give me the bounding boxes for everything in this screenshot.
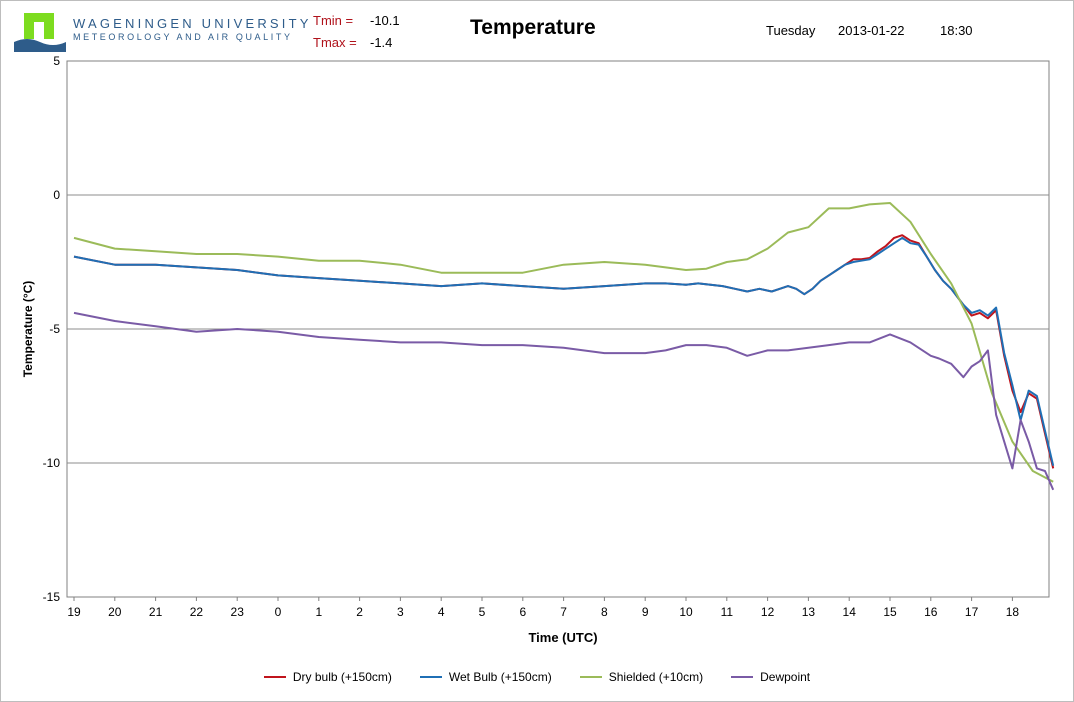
x-tick-label: 15 xyxy=(883,605,897,619)
x-tick-label: 9 xyxy=(642,605,649,619)
x-tick-label: 13 xyxy=(802,605,816,619)
tmax-value: -1.4 xyxy=(370,35,393,50)
x-tick-label: 14 xyxy=(843,605,857,619)
x-tick-label: 8 xyxy=(601,605,608,619)
x-tick-label: 17 xyxy=(965,605,979,619)
x-tick-label: 1 xyxy=(315,605,322,619)
weekday: Tuesday xyxy=(766,23,816,38)
legend-label: Wet Bulb (+150cm) xyxy=(448,670,552,684)
legend-label: Dewpoint xyxy=(760,670,811,684)
date: 2013-01-22 xyxy=(838,23,905,38)
x-axis-label: Time (UTC) xyxy=(528,630,597,645)
x-tick-label: 7 xyxy=(560,605,567,619)
x-tick-label: 4 xyxy=(438,605,445,619)
x-tick-label: 19 xyxy=(67,605,81,619)
legend-item-dry: Dry bulb (+150cm) xyxy=(263,670,392,684)
x-tick-label: 22 xyxy=(190,605,204,619)
x-tick-label: 11 xyxy=(721,605,734,619)
y-tick-label: -10 xyxy=(43,456,61,470)
series-line-wet xyxy=(73,236,1055,466)
legend-item-shielded: Shielded (+10cm) xyxy=(579,670,704,684)
x-tick-label: 21 xyxy=(149,605,163,619)
legend-swatch xyxy=(731,676,754,678)
x-tick-label: 3 xyxy=(397,605,404,619)
legend-label: Dry bulb (+150cm) xyxy=(292,670,392,684)
legend: Dry bulb (+150cm) Wet Bulb (+150cm) Shield… xyxy=(0,670,1074,684)
legend-item-wet: Wet Bulb (+150cm) xyxy=(419,670,552,684)
time: 18:30 xyxy=(940,23,973,38)
x-tick-label: 2 xyxy=(356,605,363,619)
legend-swatch xyxy=(579,676,602,678)
university-name: WAGENINGEN UNIVERSITY xyxy=(73,16,312,31)
legend-item-dew: Dewpoint xyxy=(731,670,810,684)
legend-label: Shielded (+10cm) xyxy=(608,670,704,684)
department-name: METEOROLOGY AND AIR QUALITY xyxy=(73,32,293,42)
y-tick-label: -15 xyxy=(43,590,61,604)
x-tick-label: 16 xyxy=(924,605,938,619)
x-tick-label: 10 xyxy=(679,605,693,619)
tmin-label: Tmin = xyxy=(313,13,354,28)
y-tick-label: -5 xyxy=(49,322,60,336)
tmin-value: -10.1 xyxy=(370,13,400,28)
series-line-dew xyxy=(73,311,1055,491)
y-axis-label: Temperature (°C) xyxy=(21,281,35,378)
chart-title: Temperature xyxy=(470,16,596,39)
y-tick-label: 5 xyxy=(53,54,60,68)
x-tick-label: 20 xyxy=(108,605,122,619)
university-logo xyxy=(14,13,66,52)
legend-swatch xyxy=(419,676,442,678)
logo-waves xyxy=(14,39,66,52)
x-tick-label: 18 xyxy=(1006,605,1020,619)
logo-door xyxy=(34,22,44,39)
x-tick-label: 5 xyxy=(479,605,486,619)
series-line-shielded xyxy=(73,202,1054,483)
tmax-label: Tmax = xyxy=(313,35,357,50)
x-tick-label: 6 xyxy=(519,605,526,619)
x-tick-label: 12 xyxy=(761,605,775,619)
x-tick-label: 23 xyxy=(231,605,245,619)
legend-swatch xyxy=(263,676,286,678)
x-tick-label: 0 xyxy=(275,605,282,619)
y-tick-label: 0 xyxy=(53,188,60,202)
